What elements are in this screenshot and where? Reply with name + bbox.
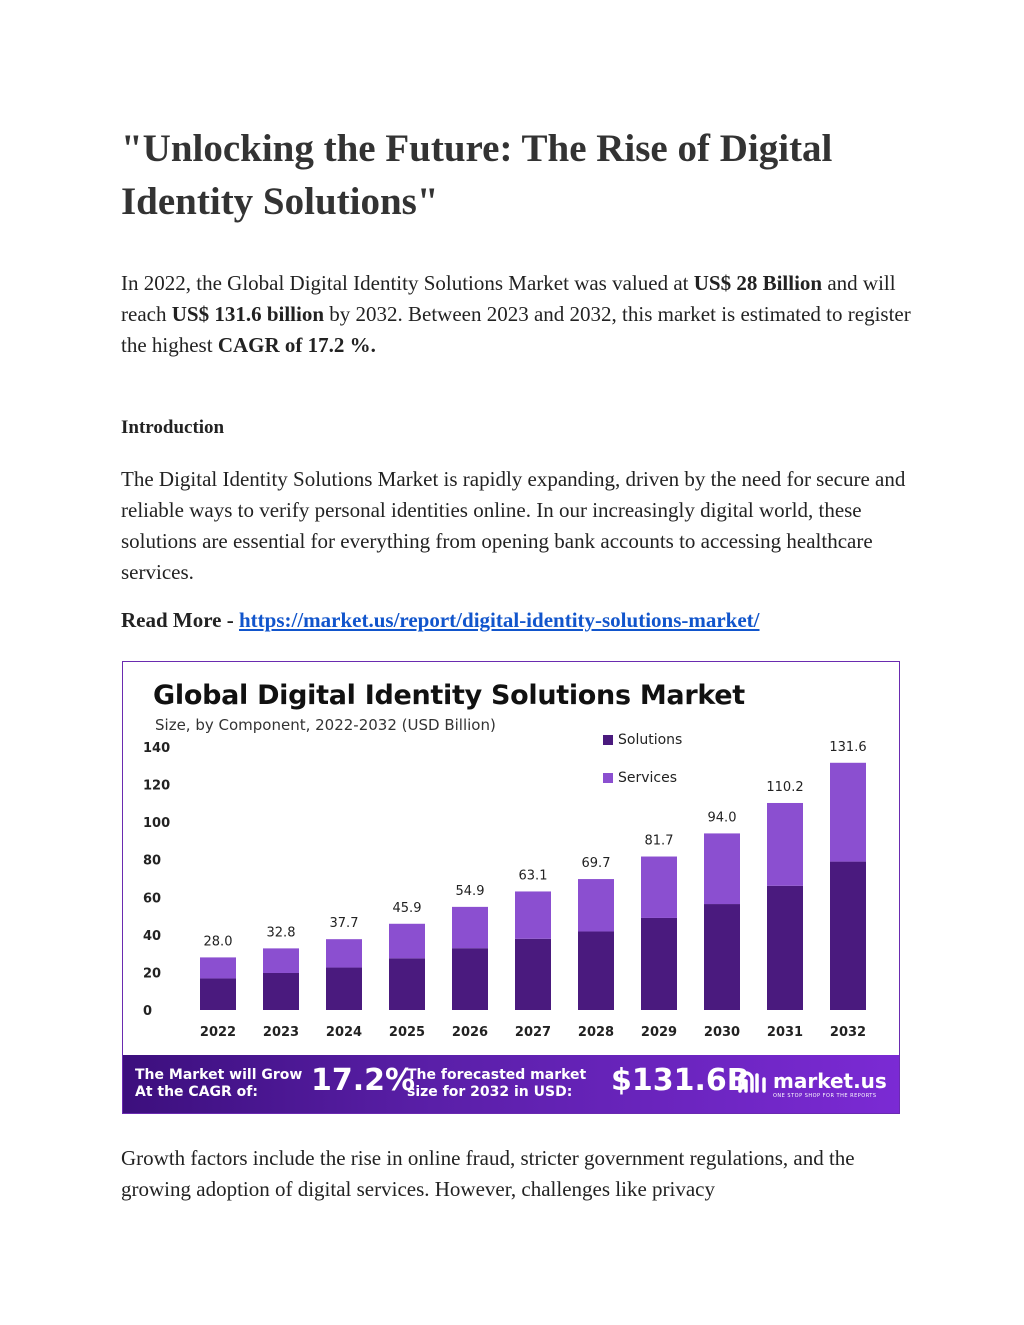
y-tick-label: 120 — [143, 779, 170, 794]
banner-cagr-value: 17.2% — [311, 1063, 416, 1098]
bar-total-label: 63.1 — [519, 868, 548, 883]
bar-total-label: 54.9 — [456, 884, 485, 899]
bar-total-label: 45.9 — [393, 901, 422, 916]
read-more-label: Read More - — [121, 608, 239, 632]
bar-solutions — [515, 938, 551, 1010]
y-tick-label: 100 — [143, 816, 170, 831]
x-tick-label: 2024 — [326, 1025, 362, 1040]
legend-swatch-services — [603, 773, 613, 783]
bar-services — [326, 939, 362, 968]
summary-banner: The Market will Grow At the CAGR of: 17.… — [123, 1055, 899, 1113]
bar-solutions — [389, 958, 425, 1010]
document-title: "Unlocking the Future: The Rise of Digit… — [121, 127, 833, 223]
bar-total-label: 28.0 — [204, 934, 233, 949]
x-tick-label: 2032 — [830, 1025, 866, 1040]
bar-solutions — [452, 948, 488, 1010]
y-tick-label: 40 — [143, 929, 161, 944]
x-tick-label: 2030 — [704, 1025, 740, 1040]
bar-solutions — [704, 904, 740, 1010]
y-tick-label: 60 — [143, 891, 161, 906]
x-tick-label: 2031 — [767, 1025, 803, 1040]
banner-growth-label-line-2: At the CAGR of: — [135, 1084, 258, 1100]
summary-text-3: by 2032. Between 2023 and 2032, this mar… — [121, 302, 911, 357]
y-tick-label: 140 — [143, 741, 170, 756]
bar-solutions — [263, 972, 299, 1010]
bar-solutions — [200, 978, 236, 1010]
read-more-line: Read More - https://market.us/report/dig… — [121, 608, 760, 633]
legend-item-services: Services — [603, 770, 677, 786]
banner-growth-label: The Market will Grow At the CAGR of: — [135, 1067, 302, 1101]
y-tick-label: 0 — [143, 1004, 152, 1019]
banner-forecast-label-line-2: size for 2032 in USD: — [407, 1084, 573, 1100]
bar-services — [641, 856, 677, 918]
summary-bold-value-2032: US$ 131.6 billion — [171, 302, 325, 326]
bar-solutions — [326, 967, 362, 1010]
introduction-paragraph: The Digital Identity Solutions Market is… — [121, 467, 906, 584]
banner-forecast-label: The forecasted market size for 2032 in U… — [407, 1067, 586, 1101]
bar-total-label: 69.7 — [582, 856, 611, 871]
bar-services — [515, 891, 551, 939]
bar-total-label: 81.7 — [645, 834, 674, 849]
x-tick-label: 2028 — [578, 1025, 614, 1040]
x-tick-label: 2027 — [515, 1025, 551, 1040]
x-tick-label: 2023 — [263, 1025, 299, 1040]
bar-services — [704, 833, 740, 905]
x-tick-label: 2026 — [452, 1025, 488, 1040]
summary-bold-cagr: CAGR of 17.2 %. — [217, 333, 376, 357]
bar-services — [200, 957, 236, 979]
bar-total-label: 32.8 — [267, 925, 296, 940]
y-tick-label: 20 — [143, 966, 161, 981]
bar-solutions — [641, 917, 677, 1010]
bar-total-label: 110.2 — [766, 780, 803, 795]
bar-solutions — [578, 931, 614, 1010]
x-tick-label: 2022 — [200, 1025, 236, 1040]
bar-total-label: 94.0 — [708, 810, 737, 825]
stacked-bar-chart: 0 20 40 60 80 100 120 140 28.0 2022 32.8 2023 37.7 20… — [143, 740, 867, 1040]
y-tick-label: 80 — [143, 854, 161, 869]
bar-services — [452, 906, 488, 949]
bar-services — [389, 923, 425, 959]
brand-logo: market.us ONE STOP SHOP FOR THE REPORTS — [737, 1067, 887, 1101]
banner-forecast-value: $131.6B — [611, 1063, 750, 1098]
bar-services — [263, 948, 299, 973]
legend-label-services: Services — [618, 770, 678, 786]
x-tick-label: 2029 — [641, 1025, 677, 1040]
bar-services — [767, 802, 803, 886]
bar-services — [830, 762, 866, 862]
market-chart-figure: Global Digital Identity Solutions Market… — [122, 661, 900, 1114]
summary-paragraph: In 2022, the Global Digital Identity Sol… — [121, 268, 911, 361]
legend-label-solutions: Solutions — [618, 732, 683, 748]
chart-title: Global Digital Identity Solutions Market — [153, 680, 745, 711]
bar-solutions — [767, 885, 803, 1010]
brand-name: market.us — [773, 1069, 887, 1093]
summary-text-1: In 2022, the Global Digital Identity Sol… — [121, 271, 694, 295]
market-us-logo-icon — [738, 1071, 766, 1093]
introduction-heading: Introduction — [121, 417, 225, 438]
summary-bold-value-2022: US$ 28 Billion — [693, 271, 823, 295]
legend-swatch-solutions — [603, 735, 613, 745]
bar-total-label: 37.7 — [330, 916, 359, 931]
growth-factors-paragraph: Growth factors include the rise in onlin… — [121, 1146, 855, 1201]
bar-solutions — [830, 861, 866, 1010]
x-tick-label: 2025 — [389, 1025, 425, 1040]
chart-subtitle: Size, by Component, 2022-2032 (USD Billi… — [155, 716, 496, 734]
summary-text-2: and will reach — [121, 271, 896, 326]
read-more-link[interactable]: https://market.us/report/digital-identit… — [239, 608, 760, 632]
brand-tagline: ONE STOP SHOP FOR THE REPORTS — [773, 1093, 877, 1099]
legend-item-solutions: Solutions — [603, 732, 682, 748]
banner-growth-label-line-1: The Market will Grow — [135, 1067, 303, 1083]
bar-services — [578, 879, 614, 932]
banner-forecast-label-line-1: The forecasted market — [407, 1067, 587, 1083]
bar-total-label: 131.6 — [829, 740, 866, 755]
